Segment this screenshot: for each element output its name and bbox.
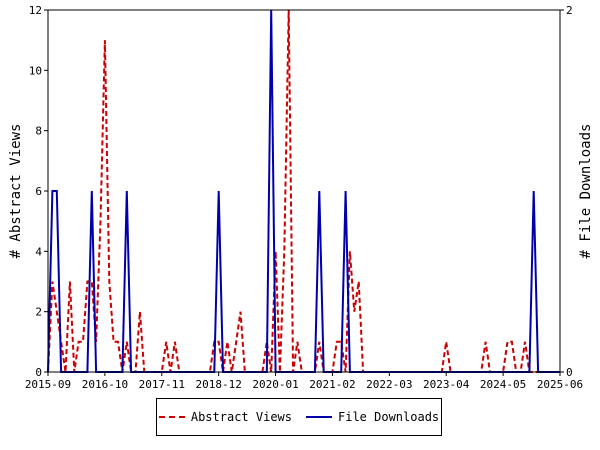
y-tick-label: 6 — [35, 185, 42, 198]
plot-frame — [47, 9, 561, 373]
legend-swatch-abstract-views — [158, 416, 185, 418]
x-tick-label: 2024-05 — [480, 378, 526, 391]
x-tick-label: 2020-01 — [252, 378, 298, 391]
legend-label-file-downloads: File Downloads — [338, 410, 440, 424]
series-line-abstract-views — [47, 9, 560, 373]
y2-tick-label: 0 — [566, 366, 573, 379]
axes: 0 2 4 6 8 10 12 0 2 2015-09 2016-10 2017-11 2018-12 2… — [8, 4, 594, 391]
y-axis-title: # Abstract Views — [8, 124, 24, 259]
legend-label-abstract-views: Abstract Views — [190, 410, 292, 424]
y-tick-label: 4 — [35, 245, 42, 258]
x-tick-label: 2017-11 — [139, 378, 185, 391]
y2-axis-title: # File Downloads — [578, 124, 594, 259]
x-tick-label: 2021-02 — [309, 378, 355, 391]
x-tick-label: 2016-10 — [82, 378, 128, 391]
y-tick-label: 8 — [35, 125, 42, 138]
x-tick-label: 2018-12 — [195, 378, 241, 391]
y-tick-label: 10 — [29, 64, 42, 77]
x-tick-label: 2023-04 — [423, 378, 470, 391]
x-tick-label: 2025-06 — [537, 378, 583, 391]
y-tick-label: 0 — [35, 366, 42, 379]
y2-tick-label: 2 — [566, 4, 573, 17]
legend-item-abstract-views: Abstract Views — [158, 410, 292, 424]
plot-area — [47, 9, 560, 373]
x-tick-label: 2022-03 — [366, 378, 412, 391]
legend: Abstract Views File Downloads — [156, 398, 442, 436]
series-line-file-downloads — [47, 9, 560, 373]
legend-swatch-file-downloads — [306, 416, 332, 418]
legend-item-file-downloads: File Downloads — [306, 410, 439, 424]
x-tick-label: 2015-09 — [25, 378, 71, 391]
y-tick-label: 12 — [29, 4, 42, 17]
y-tick-label: 2 — [35, 306, 42, 319]
